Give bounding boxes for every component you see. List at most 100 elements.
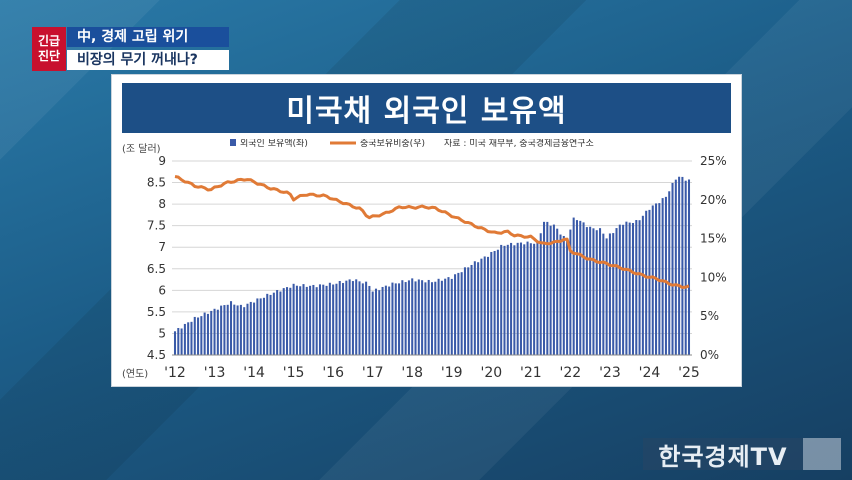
bar: [664, 196, 667, 355]
bar: [315, 287, 318, 355]
bar: [549, 225, 552, 355]
bar: [249, 301, 252, 355]
bar: [404, 282, 407, 355]
bar: [513, 245, 516, 355]
bar: [276, 290, 279, 355]
bar: [519, 242, 522, 355]
bar: [579, 220, 582, 355]
bar: [457, 272, 460, 355]
x-tick-label: '24: [639, 365, 661, 379]
bar: [605, 238, 608, 355]
y-tick-label: 8.5: [147, 176, 166, 190]
bar: [190, 321, 193, 355]
chart-card: 미국채 외국인 보유액 외국인 보유액(좌) 중국보유비중(우) 자료 : 미국 재…: [111, 74, 742, 387]
bar: [645, 210, 648, 355]
y2-tick-label: 25%: [700, 154, 727, 168]
bar: [486, 256, 490, 355]
bar: [480, 258, 483, 355]
bar: [447, 277, 450, 355]
x-tick-label: '25: [678, 365, 700, 379]
y-tick-label: 5.5: [147, 305, 166, 319]
bar: [203, 312, 206, 355]
bar: [177, 328, 180, 355]
bar: [678, 176, 681, 355]
chart-svg: 외국인 보유액(좌) 중국보유비중(우) 자료 : 미국 재무부, 중국경제금융연구…: [122, 139, 727, 379]
bar: [529, 243, 532, 355]
bar: [342, 283, 345, 355]
bar: [440, 280, 443, 355]
bar: [559, 234, 562, 355]
bar: [427, 279, 430, 355]
y-tick-label: 9: [158, 154, 166, 168]
bar: [556, 228, 559, 355]
bar: [279, 291, 282, 355]
bar: [173, 331, 177, 355]
x-tick-label: '16: [322, 365, 344, 379]
x-tick-label: '22: [560, 365, 582, 379]
bar: [299, 286, 302, 355]
legend-line-label: 중국보유비중(우): [360, 139, 425, 149]
bar: [183, 323, 186, 355]
bar: [496, 249, 499, 355]
bar: [223, 305, 226, 355]
bar: [575, 220, 578, 355]
x-tick-label: '23: [599, 365, 621, 379]
x-tick-label: '15: [283, 365, 305, 379]
bar: [681, 176, 684, 355]
bar: [200, 316, 203, 355]
bar: [602, 233, 605, 355]
y2-tick-label: 5%: [700, 309, 719, 323]
bar: [562, 235, 565, 355]
chart-title: 미국채 외국인 보유액: [122, 83, 731, 133]
bar: [516, 242, 519, 355]
y2-tick-label: 10%: [700, 270, 727, 284]
bar: [566, 239, 569, 355]
bar: [246, 303, 249, 355]
bar: [684, 180, 687, 355]
bar: [543, 221, 546, 355]
bar: [595, 230, 598, 355]
bar: [295, 285, 298, 355]
bar: [266, 293, 269, 355]
bar: [661, 198, 664, 355]
bar: [592, 228, 595, 355]
bar: [226, 304, 229, 355]
y-tick-label: 6: [158, 283, 166, 297]
bar: [526, 241, 529, 355]
x-unit-label: (연도): [122, 368, 148, 379]
china-share-line: [174, 175, 690, 289]
y-tick-label: 4.5: [147, 348, 166, 362]
bar: [361, 283, 364, 355]
bar: [259, 298, 262, 355]
bar: [394, 283, 397, 355]
bar: [539, 233, 542, 355]
badge-line1: 긴급: [37, 34, 61, 48]
bar: [381, 286, 384, 355]
bar: [365, 281, 368, 355]
legend-source: 자료 : 미국 재무부, 중국경제금융연구소: [444, 139, 594, 149]
bar: [473, 261, 476, 355]
badge-line2: 진단: [37, 49, 61, 63]
bar: [648, 209, 651, 355]
x-tick-label: '18: [401, 365, 423, 379]
y-tick-label: 6.5: [147, 262, 166, 276]
bar: [305, 286, 308, 355]
bar: [589, 226, 592, 355]
bar: [552, 224, 555, 355]
bar: [483, 256, 486, 355]
x-tick-label: '21: [520, 365, 542, 379]
bar: [289, 287, 292, 355]
headline-top: 中, 경제 고립 위기: [67, 27, 229, 47]
bar: [256, 298, 259, 355]
bar: [239, 304, 242, 355]
bar: [358, 281, 361, 355]
bar: [335, 283, 338, 355]
bar: [490, 251, 493, 355]
bar: [608, 233, 611, 355]
bar: [444, 278, 447, 355]
bar: [470, 264, 473, 355]
bar: [398, 283, 401, 355]
bar: [651, 205, 654, 355]
bar: [309, 285, 312, 355]
bar: [569, 229, 572, 355]
